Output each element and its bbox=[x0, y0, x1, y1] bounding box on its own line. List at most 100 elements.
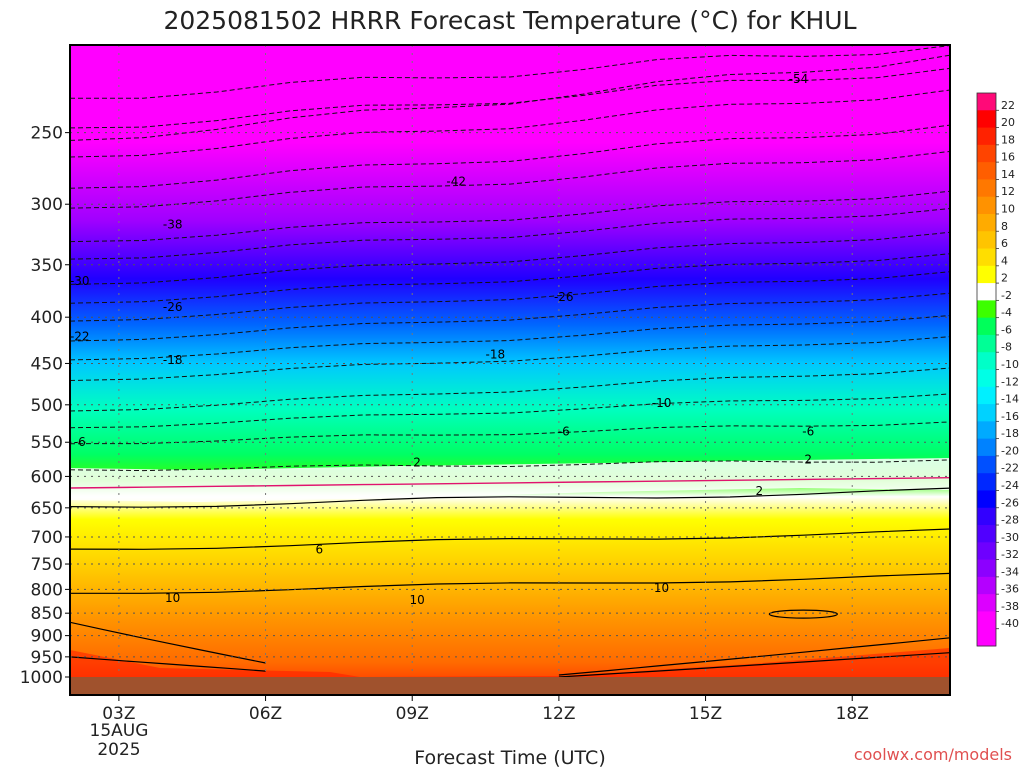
contour-label: -26 bbox=[163, 300, 183, 314]
contour-label: -18 bbox=[163, 353, 183, 367]
colorbar-label: -28 bbox=[1001, 514, 1019, 527]
colorbar-swatch bbox=[977, 248, 996, 267]
y-tick-label: 550 bbox=[31, 433, 63, 453]
contour-line-dashed bbox=[70, 336, 950, 381]
contour-line-dashed bbox=[70, 315, 950, 361]
colorbar-label: 8 bbox=[1001, 220, 1008, 233]
contour-label: -22 bbox=[70, 329, 90, 343]
colorbar-label: -32 bbox=[1001, 548, 1019, 561]
colorbar-swatch bbox=[977, 386, 996, 405]
y-tick-label: 250 bbox=[31, 124, 63, 144]
x-tick-label: 12Z bbox=[542, 704, 575, 724]
colorbar-swatch bbox=[977, 628, 996, 647]
chart-title: 2025081502 HRRR Forecast Temperature (°C… bbox=[163, 6, 856, 35]
contour-line-dashed bbox=[70, 150, 950, 209]
colorbar-label: -36 bbox=[1001, 583, 1019, 596]
warm-surface-layer bbox=[70, 648, 950, 677]
contour-label: 10 bbox=[654, 581, 669, 595]
y-tick-label: 350 bbox=[31, 256, 63, 276]
colorbar-label: -26 bbox=[1001, 496, 1019, 509]
contour-label: -54 bbox=[789, 72, 809, 86]
colorbar-label: -38 bbox=[1001, 600, 1019, 613]
contour-line-dashed bbox=[70, 231, 950, 285]
y-tick-label: 400 bbox=[31, 308, 63, 328]
contour-labels: -54 -42 -38 -30 -26 -26 -22 -18 -18 -10 -6 -6 -6 2 2 2 6… bbox=[70, 72, 814, 607]
ground-layer bbox=[70, 677, 950, 695]
colorbar-label: -20 bbox=[1001, 444, 1019, 457]
colorbar-label: -10 bbox=[1001, 358, 1019, 371]
contour-line-surface bbox=[558, 637, 950, 676]
y-tick-label: 800 bbox=[31, 580, 63, 600]
colorbar-swatch bbox=[977, 144, 996, 163]
contour-line-surface bbox=[70, 656, 266, 672]
colorbar-swatch bbox=[977, 404, 996, 422]
freezing-contour bbox=[70, 477, 950, 489]
colorbar-swatch bbox=[977, 93, 996, 111]
y-tick-label: 600 bbox=[31, 467, 63, 487]
temperature-field bbox=[70, 45, 950, 695]
contour-label: -42 bbox=[446, 174, 466, 188]
plot-area: -54 -42 -38 -30 -26 -26 -22 -18 -18 -10 -6 -6 -6 2 2 2 6… bbox=[69, 44, 951, 696]
contour-closed bbox=[768, 609, 838, 619]
contour-line-surface bbox=[70, 621, 266, 664]
x-tick-label: 18Z bbox=[836, 704, 869, 724]
contour-line-dashed bbox=[70, 253, 950, 304]
colorbar-label: 20 bbox=[1001, 116, 1015, 129]
colorbar-label: -6 bbox=[1001, 323, 1012, 336]
colorbar-swatch bbox=[977, 542, 996, 561]
contour-line-dashed bbox=[70, 271, 950, 322]
colorbar-label: -16 bbox=[1001, 410, 1019, 423]
colorbar-swatch bbox=[977, 490, 996, 509]
colorbar-label: -24 bbox=[1001, 479, 1019, 492]
colorbar-label: -30 bbox=[1001, 531, 1019, 544]
y-axis-ticks: 250 300 350 400 450 500 550 600 650 700 750 800 850 9… bbox=[20, 124, 70, 688]
colorbar-swatch bbox=[977, 110, 996, 129]
y-tick-label: 700 bbox=[31, 528, 63, 548]
contour-line-dashed bbox=[70, 393, 950, 429]
contour-label: 2 bbox=[804, 453, 812, 467]
colorbar-swatch bbox=[977, 317, 996, 336]
contour-label: -30 bbox=[70, 274, 90, 288]
colorbar-label: 6 bbox=[1001, 237, 1008, 250]
contour-label: -38 bbox=[163, 218, 183, 232]
freezing-band bbox=[70, 458, 950, 502]
colorbar-label: 12 bbox=[1001, 185, 1015, 198]
x-tick-label: 03Z bbox=[102, 704, 135, 724]
colorbar: 22 20 18 16 14 12 10 8 6 4 2 -2 -4 -6 -8 -10 -12 -14 -16 -1… bbox=[976, 92, 1019, 647]
colorbar-label: 4 bbox=[1001, 254, 1008, 267]
contour-label: -6 bbox=[802, 424, 814, 438]
y-tick-label: 900 bbox=[31, 627, 63, 647]
x-axis-ticks: 03Z 06Z 09Z 12Z 15Z 18Z bbox=[102, 695, 869, 724]
x-tick-label: 09Z bbox=[396, 704, 429, 724]
colorbar-label: 18 bbox=[1001, 133, 1015, 146]
contour-line-dashed bbox=[70, 67, 950, 129]
colorbar-swatch bbox=[977, 594, 996, 612]
colorbar-label: -22 bbox=[1001, 462, 1019, 475]
y-tick-label: 450 bbox=[31, 354, 63, 374]
colorbar-swatch bbox=[977, 369, 996, 388]
colorbar-swatch bbox=[977, 196, 996, 215]
colorbar-swatch bbox=[977, 438, 996, 457]
colorbar-swatch bbox=[977, 455, 996, 474]
colorbar-swatch bbox=[977, 525, 996, 543]
colorbar-swatch bbox=[977, 265, 996, 284]
x-tick-label: 15Z bbox=[689, 704, 722, 724]
colorbar-swatch bbox=[977, 576, 996, 595]
colorbar-label: -40 bbox=[1001, 617, 1019, 630]
contour-line-dashed bbox=[70, 292, 950, 342]
y-tick-label: 500 bbox=[31, 396, 63, 416]
contour-line-surface bbox=[558, 652, 950, 678]
contour-line-solid bbox=[70, 487, 950, 508]
colorbar-swatch bbox=[977, 352, 996, 370]
x-axis-label: Forecast Time (UTC) bbox=[414, 747, 605, 768]
contour-label: 10 bbox=[165, 591, 180, 605]
contour-line-dashed bbox=[70, 54, 950, 141]
contour-label: -10 bbox=[652, 396, 672, 410]
y-tick-label: 300 bbox=[31, 195, 63, 215]
contour-label: 2 bbox=[413, 455, 421, 469]
colorbar-swatch bbox=[977, 162, 996, 180]
colorbar-swatch bbox=[977, 559, 996, 578]
contour-label: -18 bbox=[486, 348, 506, 362]
contour-line-dashed bbox=[70, 208, 950, 260]
